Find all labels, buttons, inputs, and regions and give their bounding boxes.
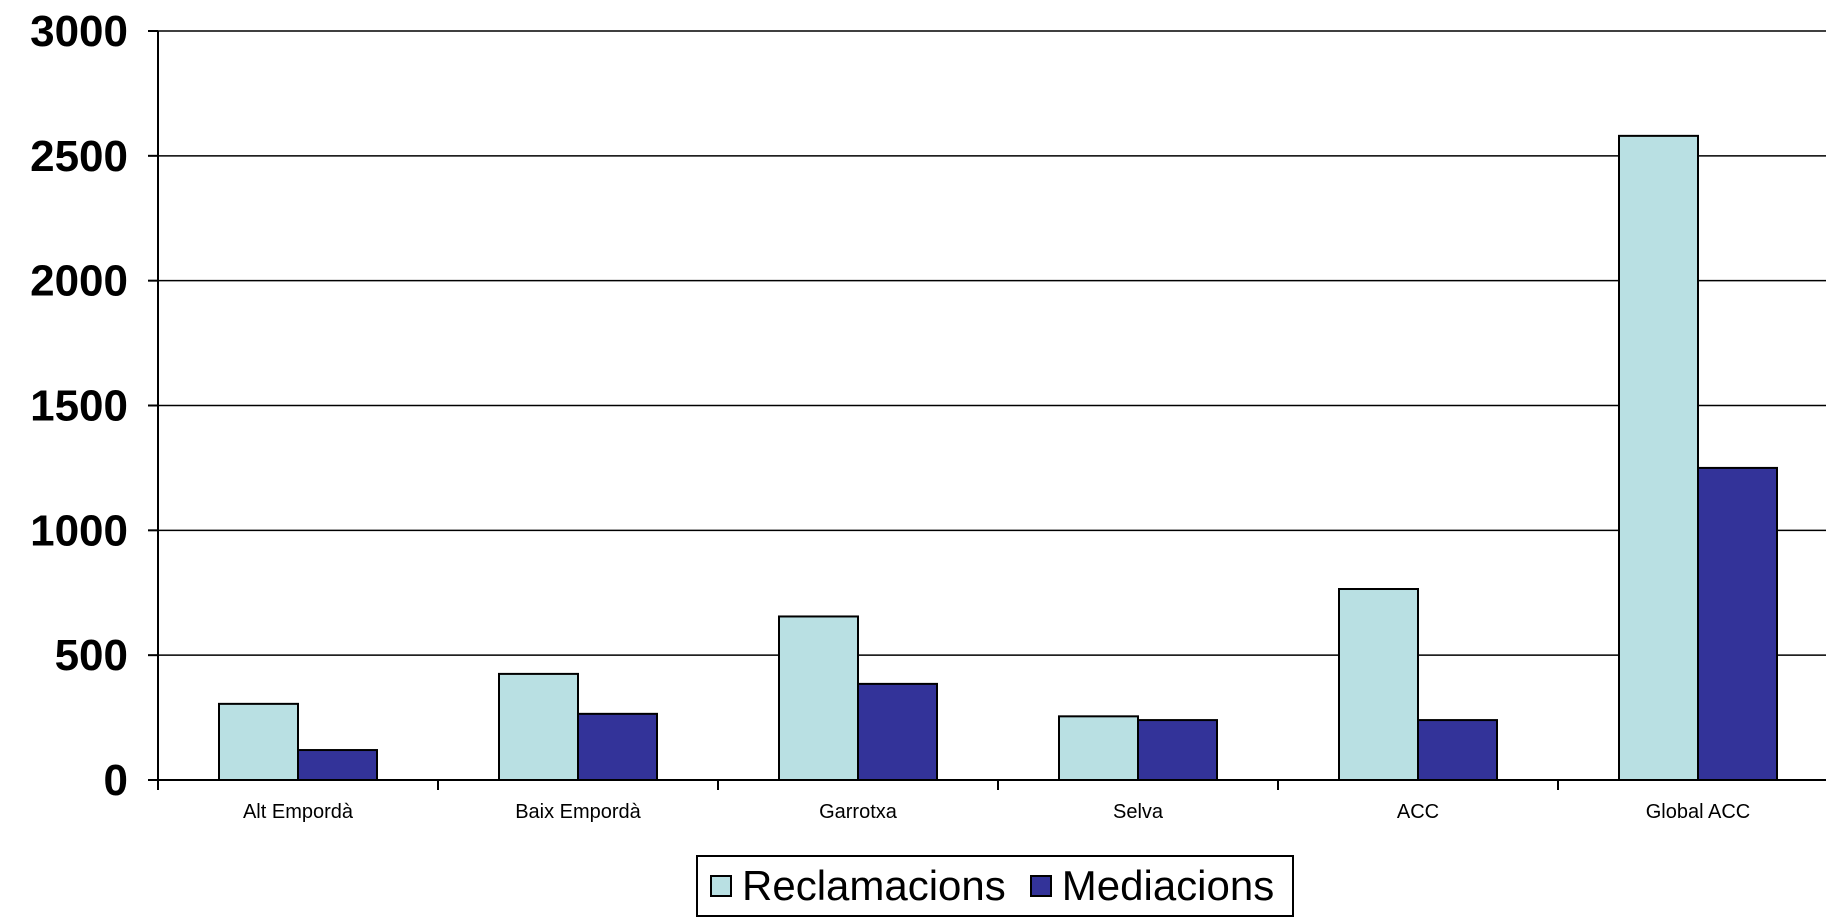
y-tick-label: 500 bbox=[55, 631, 128, 680]
legend: Reclamacions Mediacions bbox=[696, 855, 1294, 917]
y-axis-ticks: 0 500 1000 1500 2000 2500 3000 bbox=[30, 7, 158, 805]
bar-reclamacions bbox=[1338, 588, 1419, 781]
x-tick-label: Selva bbox=[1113, 801, 1164, 823]
x-tick-label: Alt Empordà bbox=[243, 801, 354, 823]
x-tick-label: Global ACC bbox=[1646, 801, 1751, 823]
legend-label-reclamacions: Reclamacions bbox=[742, 862, 1006, 909]
legend-item-reclamacions: Reclamacions bbox=[710, 862, 1006, 910]
y-tick-label: 1000 bbox=[30, 506, 128, 555]
bar-mediacions bbox=[1417, 719, 1498, 782]
bars bbox=[218, 134, 1778, 782]
y-tick-label: 1500 bbox=[30, 382, 128, 431]
bar-reclamacions bbox=[498, 672, 579, 781]
x-tick-label: Garrotxa bbox=[819, 801, 898, 823]
bar-mediacions bbox=[857, 682, 938, 782]
bar-reclamacions bbox=[1618, 134, 1699, 782]
legend-item-mediacions: Mediacions bbox=[1029, 862, 1275, 910]
bar-mediacions bbox=[1137, 719, 1218, 782]
x-axis-ticks: Alt Empordà Baix Empordà Garrotxa Selva ACC G… bbox=[157, 780, 1751, 823]
y-tick-label: 2000 bbox=[30, 257, 128, 306]
y-tick-label: 2500 bbox=[30, 132, 128, 181]
bar-mediacions bbox=[577, 712, 658, 781]
y-tick-label: 3000 bbox=[30, 7, 128, 56]
bar-mediacions bbox=[1697, 466, 1778, 781]
bar-reclamacions bbox=[778, 615, 859, 781]
legend-swatch-reclamacions bbox=[710, 875, 732, 897]
bar-reclamacions bbox=[218, 702, 299, 782]
legend-label-mediacions: Mediacions bbox=[1061, 862, 1275, 909]
bar-mediacions bbox=[297, 749, 378, 781]
legend-swatch-mediacions bbox=[1029, 875, 1052, 897]
x-tick-label: Baix Empordà bbox=[515, 801, 641, 823]
bar-reclamacions bbox=[1058, 715, 1139, 782]
x-tick-label: ACC bbox=[1397, 801, 1439, 823]
y-tick-label: 0 bbox=[104, 756, 128, 805]
gridlines bbox=[158, 30, 1826, 656]
